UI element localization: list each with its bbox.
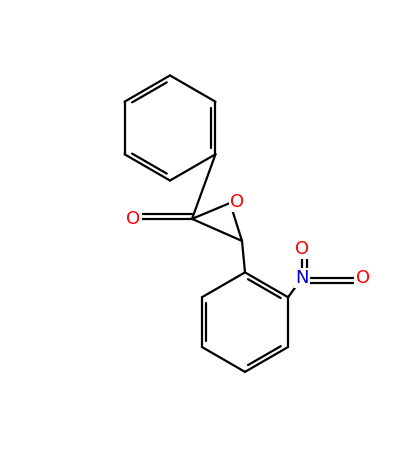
Text: O: O: [356, 269, 370, 287]
Text: O: O: [295, 240, 309, 258]
Text: O: O: [230, 193, 244, 211]
Text: N: N: [295, 269, 309, 287]
Text: O: O: [126, 210, 140, 228]
